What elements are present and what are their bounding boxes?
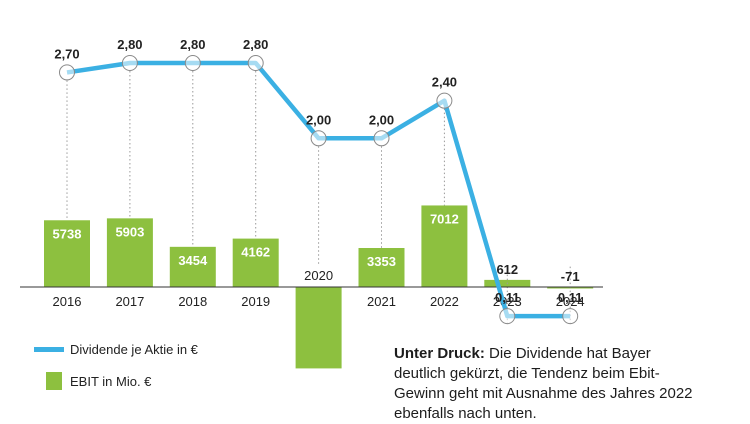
ebit-bar-2022 — [421, 205, 468, 287]
bar-value-label-2016: 5738 — [53, 226, 82, 241]
dividend-marker-2023 — [499, 308, 516, 325]
ebit-bar-2016 — [44, 220, 90, 287]
ebit-bar-2017 — [106, 218, 153, 287]
ebit-bars — [44, 205, 594, 369]
bar-value-label-2018: 3454 — [178, 253, 208, 268]
legend-line-swatch — [34, 347, 64, 352]
bar-value-label-2024: -71 — [561, 269, 580, 284]
x-tick-2019: 2019 — [241, 294, 270, 309]
ebit-bar-2021 — [358, 248, 405, 287]
dividend-marker-2017 — [121, 55, 138, 72]
drop-lines — [66, 71, 571, 325]
dividend-value-label-2017: 2,80 — [117, 37, 142, 52]
x-tick-2017: 2017 — [115, 294, 144, 309]
x-tick-2024: 2024 — [556, 294, 585, 309]
dividend-line — [59, 55, 579, 325]
dividend-value-label-2021: 2,00 — [369, 112, 394, 127]
dividend-marker-2021 — [373, 130, 390, 147]
dividend-value-labels: 2,70 2,80 2,80 2,80 2,00 2,00 2,40 0,11 0,11 — [54, 37, 582, 305]
x-tick-2018: 2018 — [178, 294, 207, 309]
caption: Unter Druck: Die Dividende hat Bayer deu… — [394, 344, 694, 424]
x-tick-2021: 2021 — [367, 294, 396, 309]
dividend-value-label-2022: 2,40 — [432, 75, 457, 90]
ebit-bar-2020 — [295, 287, 342, 369]
dividend-value-label-2023: 0,11 — [495, 290, 520, 305]
ebit-bar-2019 — [232, 238, 279, 287]
dividend-value-label-2020: 2,00 — [306, 112, 331, 127]
ebit-bar-2018 — [169, 246, 216, 287]
dividend-value-label-2024: 0,11 — [558, 290, 583, 305]
caption-text: Die Dividende hat Bayer deutlich gekürzt… — [394, 345, 693, 422]
legend-dividend-label: Dividende je Aktie in € — [70, 342, 198, 357]
bar-value-label-2019: 4162 — [241, 245, 270, 260]
dividend-value-label-2016: 2,70 — [54, 46, 79, 61]
dividend-marker-2018 — [184, 55, 201, 72]
dividend-marker-2019 — [247, 55, 264, 72]
bar-value-labels: 5738 5903 3454 4162 3353 7012 612 -71 — [53, 211, 580, 284]
bar-value-label-2022: 7012 — [430, 211, 459, 226]
dividend-marker-2020 — [310, 130, 327, 147]
dividend-marker-2024 — [562, 308, 579, 325]
legend-bar-swatch — [46, 372, 62, 390]
dividend-marker-2022 — [436, 92, 453, 109]
x-tick-2022: 2022 — [430, 294, 459, 309]
bar-value-label-2017: 5903 — [115, 224, 144, 239]
caption-bold: Unter Druck: — [394, 345, 485, 362]
bar-value-label-2021: 3353 — [367, 254, 396, 269]
bar-value-label-2023: 612 — [496, 262, 518, 277]
x-tick-2016: 2016 — [53, 294, 82, 309]
legend-ebit-label: EBIT in Mio. € — [70, 374, 152, 389]
dividend-marker-2016 — [59, 64, 75, 81]
dividend-value-label-2019: 2,80 — [243, 37, 268, 52]
dividend-value-label-2018: 2,80 — [180, 37, 205, 52]
x-tick-2020: 2020 — [304, 268, 333, 283]
